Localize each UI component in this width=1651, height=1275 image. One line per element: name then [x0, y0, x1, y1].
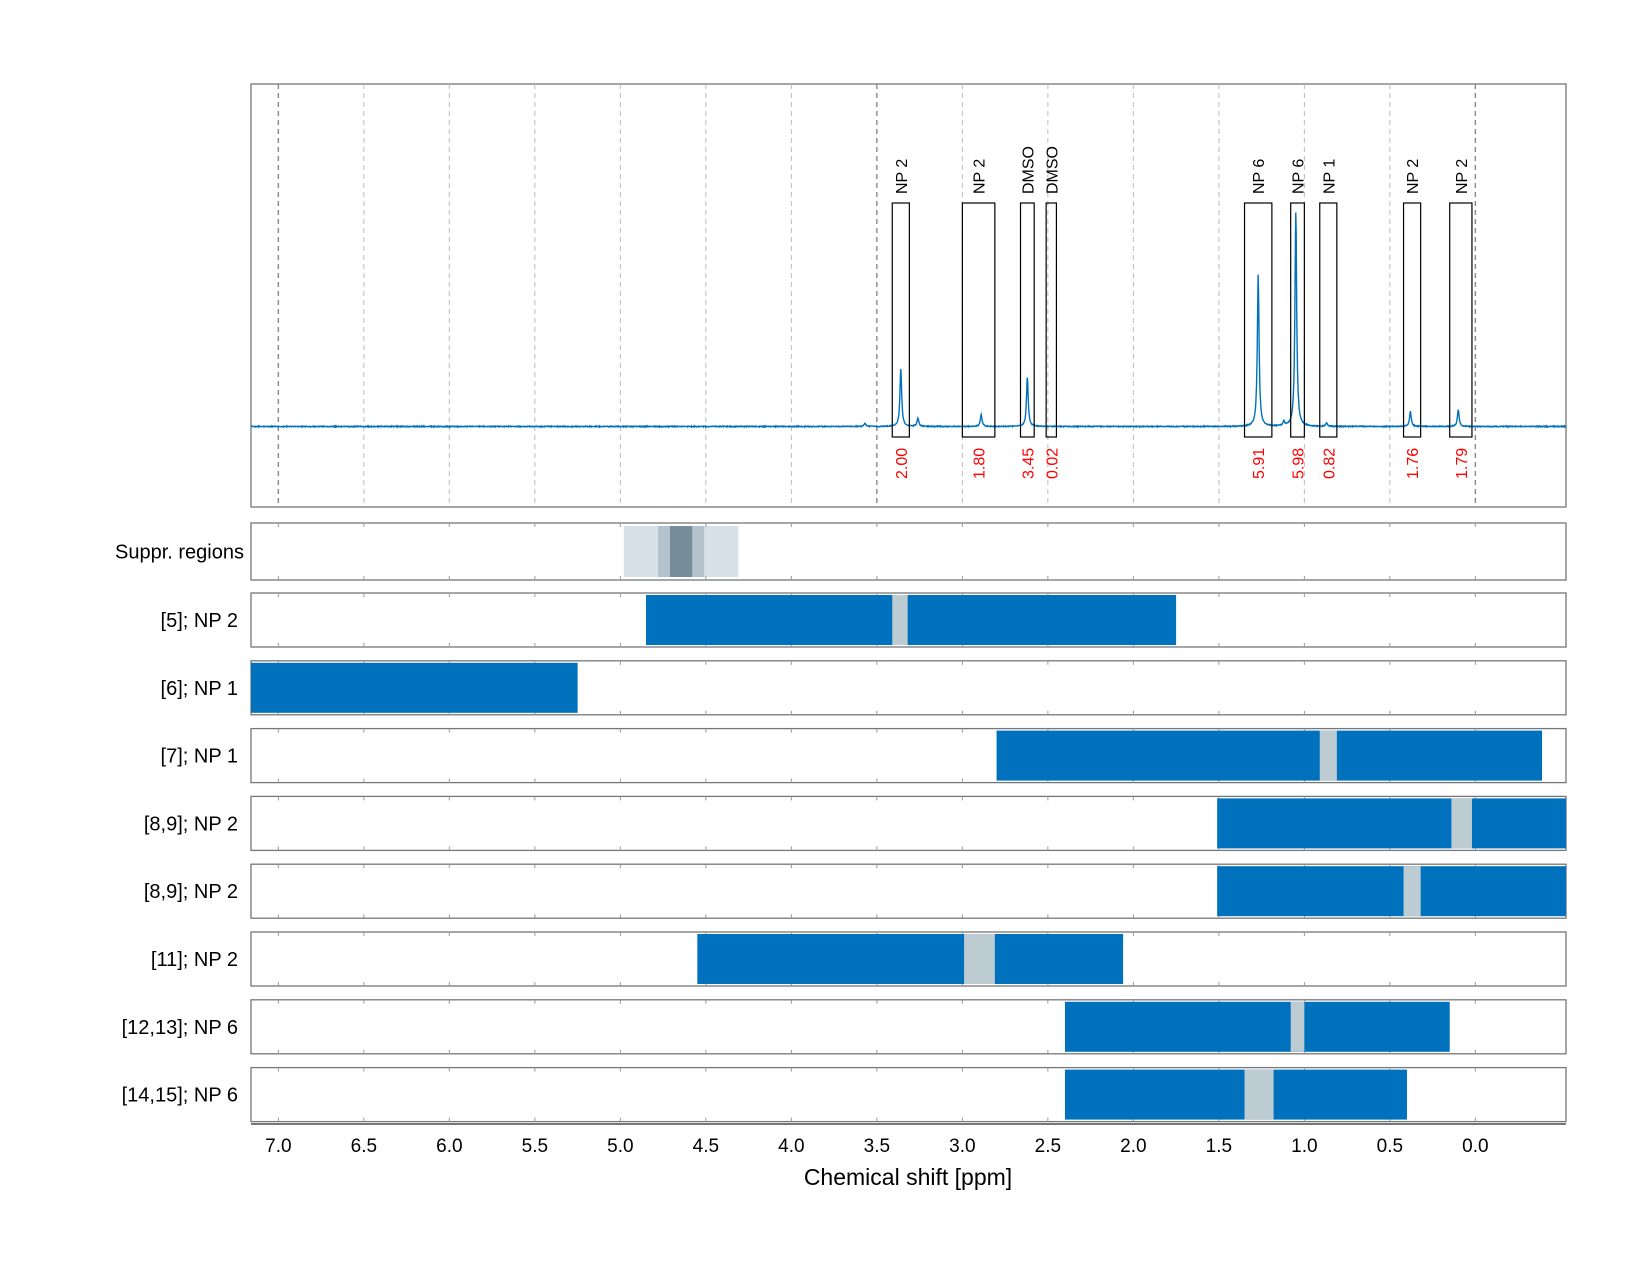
integral-label: 3.45	[1020, 448, 1037, 479]
assignment-row: [8,9]; NP 2	[144, 796, 1566, 850]
peak-label: NP 6	[1251, 159, 1268, 194]
x-tick-label: 4.5	[693, 1136, 719, 1157]
peak-label: NP 2	[894, 159, 911, 194]
assignment-row: [8,9]; NP 2	[144, 864, 1566, 918]
assignment-row: [5]; NP 2	[161, 593, 1566, 647]
row-label: [7]; NP 1	[161, 746, 238, 768]
integral-label: 5.98	[1291, 448, 1308, 479]
peak-label: NP 6	[1291, 159, 1308, 194]
suppressed-regions-panel: Suppr. regions	[115, 523, 1566, 580]
assignment-row: [7]; NP 1	[161, 729, 1566, 783]
peak-label: NP 1	[1321, 159, 1338, 194]
x-tick-label: 6.0	[436, 1136, 462, 1157]
x-tick-label: 2.0	[1120, 1136, 1146, 1157]
spectrum-frame	[251, 84, 1566, 507]
suppressed-band	[670, 526, 692, 577]
row-bar	[1065, 1002, 1450, 1052]
integral-label: 0.82	[1321, 448, 1338, 479]
peak-label: NP 2	[1454, 159, 1471, 194]
assignment-rows: [5]; NP 2 [6]; NP 1 [7]; NP 1 [8,9]; NP 2 [8…	[122, 593, 1566, 1122]
assignment-row: [12,13]; NP 6	[122, 1000, 1566, 1054]
x-tick-label: 6.5	[351, 1136, 377, 1157]
x-tick-label: 3.0	[949, 1136, 975, 1157]
row-gap	[1245, 1070, 1274, 1120]
integral-label: 1.79	[1454, 448, 1471, 479]
row-bar	[1065, 1070, 1407, 1120]
spectrum-panel: NP 2 2.00 NP 2 1.80 DMSO 3.45 DMSO 0.02 NP 6 5.91…	[251, 84, 1566, 507]
row-label: [14,15]; NP 6	[122, 1085, 238, 1107]
row-gap	[964, 934, 995, 984]
x-tick-label: 5.0	[607, 1136, 633, 1157]
row-bar	[1217, 798, 1566, 848]
assignment-row: [11]; NP 2	[151, 932, 1566, 986]
row-bar	[646, 595, 1176, 645]
x-tick-label: 0.5	[1377, 1136, 1403, 1157]
x-tick-label: 5.5	[522, 1136, 548, 1157]
row-label: [6]; NP 1	[161, 678, 238, 700]
peak-label: NP 2	[972, 159, 989, 194]
row-label: [11]; NP 2	[151, 949, 238, 971]
x-axis: 7.0 6.5 6.0 5.5 5.0 4.5 4.0 3.5 3.0 2.5 2.0 1.5 1.0 0…	[251, 1124, 1566, 1157]
peak-label: DMSO	[1044, 146, 1061, 194]
row-bar	[251, 663, 578, 713]
integral-label: 2.00	[894, 448, 911, 479]
peak-label: DMSO	[1020, 146, 1037, 194]
integral-label: 5.91	[1251, 448, 1268, 479]
row-gap	[1404, 866, 1421, 916]
assignment-row: [6]; NP 1	[161, 661, 1566, 715]
x-tick-label: 4.0	[778, 1136, 804, 1157]
row-bar	[997, 731, 1542, 781]
row-bar	[697, 934, 1123, 984]
x-tick-label: 1.0	[1291, 1136, 1317, 1157]
x-axis-label: Chemical shift [ppm]	[804, 1164, 1012, 1190]
row-label: [8,9]; NP 2	[144, 881, 238, 903]
row-label: Suppr. regions	[115, 542, 244, 564]
row-label: [12,13]; NP 6	[122, 1017, 238, 1039]
x-tick-label: 2.5	[1035, 1136, 1061, 1157]
integral-label: 0.02	[1044, 448, 1061, 479]
suppressed-frame	[251, 523, 1566, 580]
row-gap	[1320, 731, 1337, 781]
x-tick-label: 0.0	[1462, 1136, 1488, 1157]
row-gap	[1291, 1002, 1305, 1052]
x-tick-label: 3.5	[864, 1136, 890, 1157]
row-label: [5]; NP 2	[161, 610, 238, 632]
row-bar	[1217, 866, 1566, 916]
x-tick-label: 1.5	[1206, 1136, 1232, 1157]
row-label: [8,9]; NP 2	[144, 813, 238, 835]
x-tick-label: 7.0	[265, 1136, 291, 1157]
integral-label: 1.76	[1405, 448, 1422, 479]
integral-label: 1.80	[972, 448, 989, 479]
row-gap	[892, 595, 907, 645]
peak-label: NP 2	[1405, 159, 1422, 194]
row-gap	[1451, 798, 1472, 848]
assignment-row: [14,15]; NP 6	[122, 1068, 1566, 1122]
